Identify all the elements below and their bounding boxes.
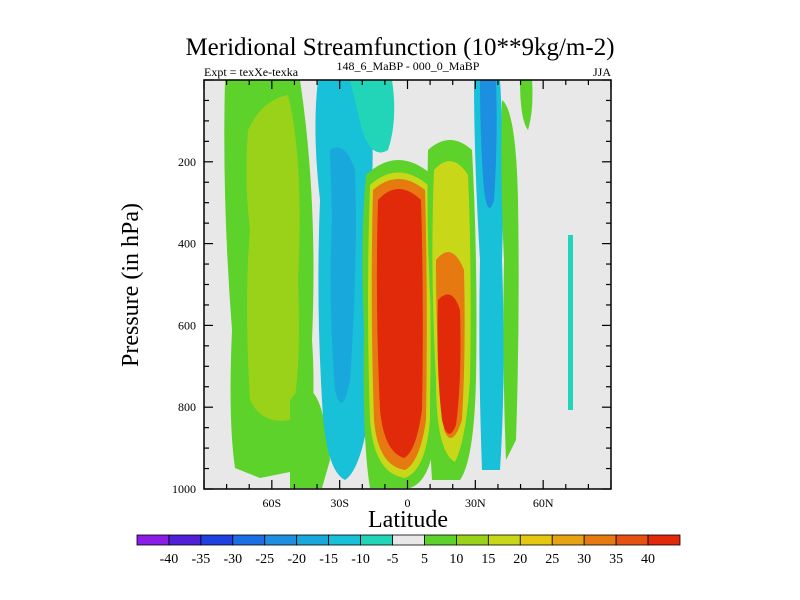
y-tick-label: 1000: [172, 482, 196, 496]
contour-fills: [224, 80, 573, 488]
y-axis: 200 400 600 800 1000: [172, 79, 611, 496]
contour-south-green-tongue: [290, 388, 330, 488]
x-tick-label: 0: [405, 496, 411, 510]
y-tick-label: 200: [178, 155, 196, 169]
colorbar-swatch: [296, 534, 330, 546]
colorbar-swatch: [168, 534, 202, 546]
y-tick-label: 600: [178, 318, 196, 332]
colorbar-swatch: [232, 534, 266, 546]
colorbar-label: -10: [351, 552, 370, 567]
x-tick-label: 30N: [465, 496, 486, 510]
colorbar-label: 10: [449, 552, 463, 567]
y-axis-title: Pressure (in hPa): [118, 203, 144, 367]
x-tick-label: 30S: [330, 496, 349, 510]
contour-top-green-left: [284, 80, 296, 100]
colorbar: [136, 534, 681, 546]
colorbar-swatch: [583, 534, 617, 546]
colorbar-labels: -40 -35 -30 -25 -20 -15 -10 -5 5 10 15 20 25 30 35 40: [160, 552, 655, 567]
colorbar-swatch: [424, 534, 457, 546]
colorbar-swatch: [392, 534, 425, 546]
contour-south-blue-dark: [330, 147, 356, 403]
contour-eq-red: [376, 189, 423, 458]
colorbar-label: 20: [513, 552, 527, 567]
colorbar-label: -35: [192, 552, 211, 567]
colorbar-label: -40: [160, 552, 179, 567]
x-axis: 60S 30S 0 30N 60N: [203, 80, 612, 510]
contour-south-yellowgreen: [246, 95, 300, 421]
contour-north-blue: [474, 80, 504, 470]
contour-north-red: [437, 294, 461, 434]
colorbar-label: -20: [287, 552, 306, 567]
colorbar-label: -15: [319, 552, 338, 567]
colorbar-label: 5: [421, 552, 428, 567]
contour-south-blue-top: [350, 80, 395, 153]
colorbar-swatch: [615, 534, 649, 546]
colorbar-label: -30: [223, 552, 242, 567]
colorbar-swatch: [456, 534, 489, 546]
contour-north-blue-dark: [480, 80, 497, 208]
contour-north-thin: [568, 235, 573, 410]
x-axis-title: Latitude: [368, 507, 448, 533]
y-tick-label: 800: [178, 400, 196, 414]
contour-north-green-sliver: [501, 100, 519, 460]
colorbar-label: 15: [481, 552, 495, 567]
x-tick-label: 60N: [533, 496, 554, 510]
colorbar-swatch: [328, 534, 361, 546]
colorbar-swatch: [136, 534, 170, 546]
colorbar-swatch: [200, 534, 234, 546]
x-tick-label: 60S: [262, 496, 281, 510]
contour-top-green: [520, 80, 533, 130]
colorbar-label: 25: [545, 552, 559, 567]
colorbar-label: 30: [577, 552, 591, 567]
colorbar-label: -25: [255, 552, 274, 567]
colorbar-swatch: [647, 534, 681, 546]
colorbar-swatch: [264, 534, 298, 546]
experiment-label: Expt = texXe-texka: [204, 65, 299, 79]
colorbar-swatch: [551, 534, 585, 546]
season-label: JJA: [593, 65, 611, 79]
colorbar-label: 35: [609, 552, 623, 567]
y-tick-label: 400: [178, 237, 196, 251]
colorbar-swatch: [360, 534, 393, 546]
colorbar-swatch: [487, 534, 521, 546]
colorbar-label: 40: [641, 552, 655, 567]
chart-title: Meridional Streamfunction (10**9kg/m-2): [185, 34, 614, 61]
period-label: 148_6_MaBP - 000_0_MaBP: [337, 59, 480, 73]
colorbar-label: -5: [387, 552, 399, 567]
colorbar-swatch: [519, 534, 553, 546]
